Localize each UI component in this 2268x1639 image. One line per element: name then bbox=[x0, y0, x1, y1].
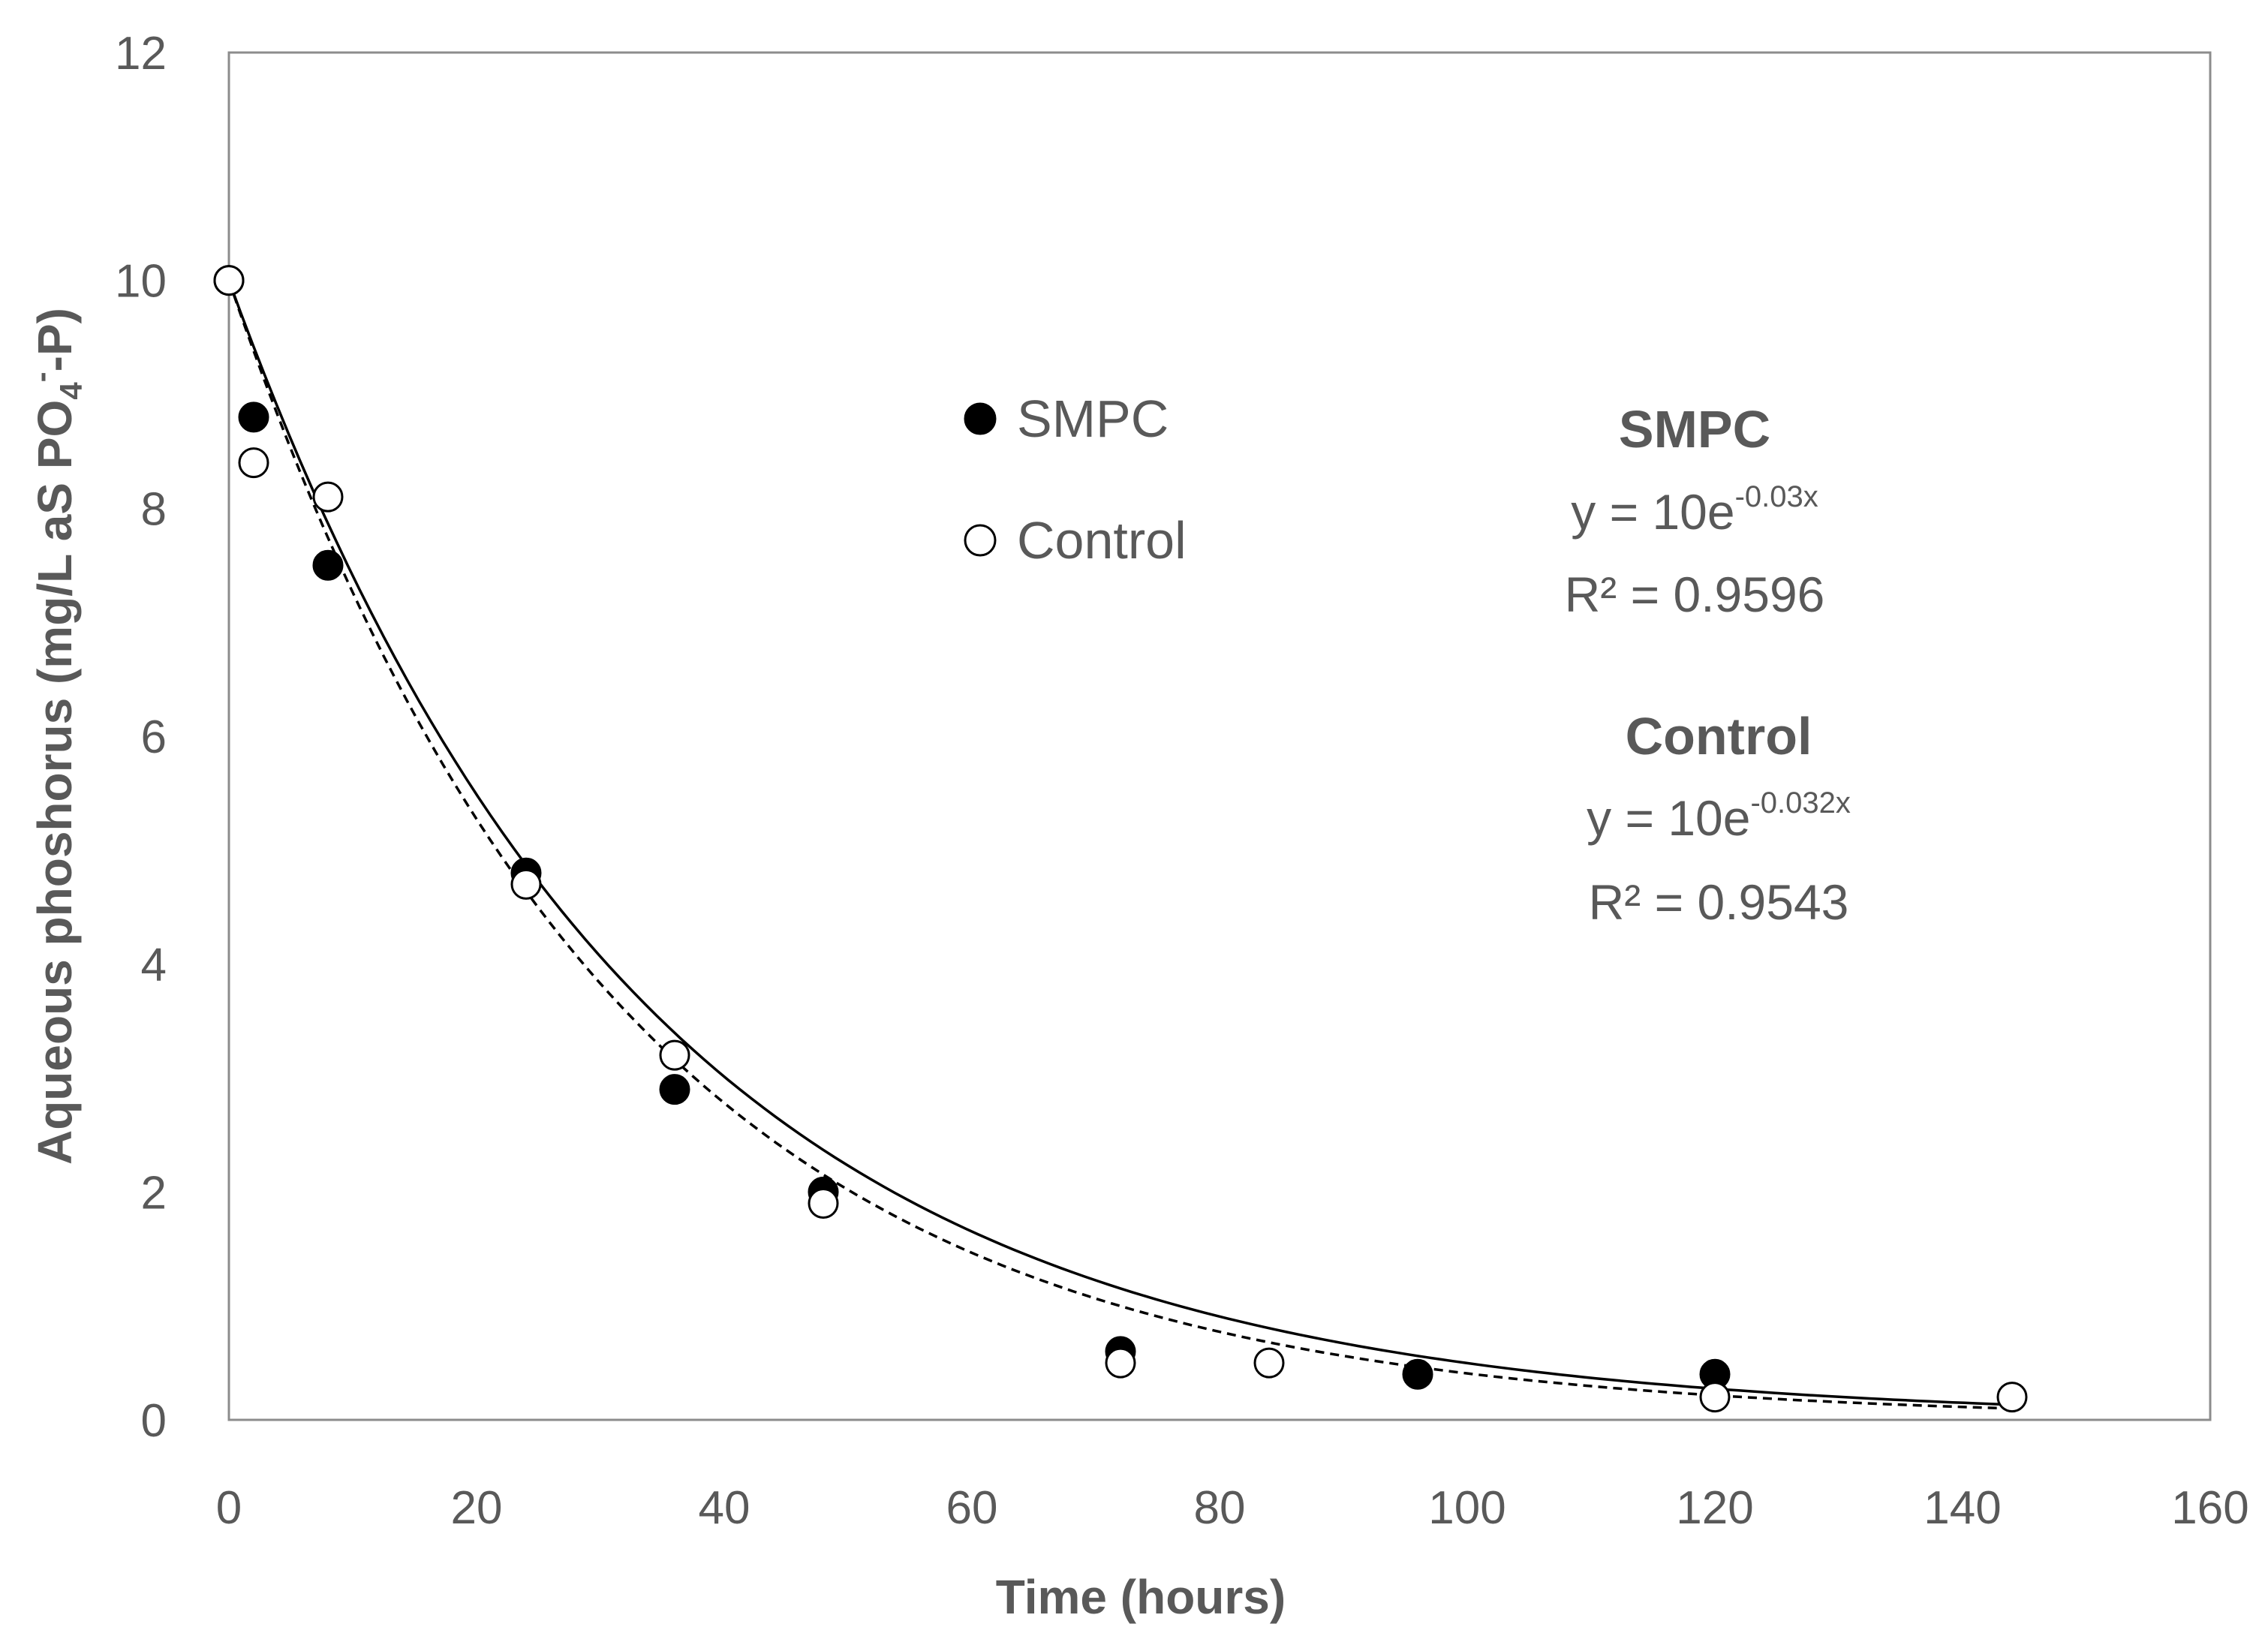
x-tick-label: 20 bbox=[451, 1482, 503, 1534]
annotation-control-equation: y = 10e-0.032x bbox=[1587, 786, 1851, 846]
data-point-control bbox=[808, 1188, 839, 1219]
y-tick-label: 12 bbox=[115, 28, 167, 80]
y-axis-title-superscript: - bbox=[23, 371, 59, 382]
legend: SMPC Control bbox=[964, 389, 1187, 570]
y-tick-label: 0 bbox=[141, 1395, 167, 1447]
data-point-smpc bbox=[1402, 1358, 1433, 1390]
annotation-control: Control y = 10e-0.032x R² = 0.9543 bbox=[1587, 707, 1851, 930]
annotation-control-title: Control bbox=[1626, 707, 1812, 765]
annotation-control-eq-exponent: -0.032x bbox=[1750, 786, 1850, 820]
y-axis-ticks: 0 2 4 6 8 10 12 bbox=[115, 28, 167, 1447]
x-tick-label: 120 bbox=[1676, 1482, 1753, 1534]
annotation-smpc-eq-prefix: y = 10e bbox=[1571, 484, 1734, 540]
data-point-control bbox=[659, 1039, 690, 1071]
x-axis-title: Time (hours) bbox=[996, 1570, 1286, 1624]
annotation-control-eq-prefix: y = 10e bbox=[1587, 790, 1750, 846]
y-axis-title-main: Aqueous phoshorus (mg/L aS PO bbox=[28, 400, 82, 1165]
plot-frame bbox=[227, 51, 2212, 1421]
x-tick-label: 60 bbox=[946, 1482, 998, 1534]
annotation-control-r2: R² = 0.9543 bbox=[1589, 874, 1849, 930]
y-tick-label: 6 bbox=[141, 711, 167, 763]
annotation-smpc-eq-exponent: -0.03x bbox=[1735, 480, 1818, 513]
data-point-smpc bbox=[659, 1074, 690, 1105]
data-point-smpc bbox=[312, 549, 344, 581]
data-point-control bbox=[1253, 1347, 1285, 1379]
annotation-smpc-r2: R² = 0.9596 bbox=[1565, 567, 1825, 622]
y-tick-label: 10 bbox=[115, 256, 167, 308]
x-tick-label: 0 bbox=[216, 1482, 242, 1534]
y-tick-label: 8 bbox=[141, 483, 167, 535]
x-tick-label: 100 bbox=[1428, 1482, 1505, 1534]
data-point-control bbox=[312, 481, 344, 513]
legend-marker-smpc bbox=[964, 402, 997, 435]
annotation-smpc-title: SMPC bbox=[1619, 400, 1770, 459]
y-tick-label: 4 bbox=[141, 940, 167, 991]
legend-marker-control bbox=[964, 524, 997, 557]
data-point-smpc bbox=[238, 401, 269, 433]
x-axis-ticks: 0 20 40 60 80 100 120 140 160 bbox=[216, 1482, 2249, 1534]
data-point-control bbox=[1105, 1347, 1136, 1379]
y-axis-title-tail: -P) bbox=[28, 308, 82, 371]
data-point-control bbox=[1996, 1382, 2028, 1413]
data-point-control bbox=[1699, 1382, 1731, 1413]
legend-label-control: Control bbox=[1017, 511, 1187, 570]
y-axis-title: Aqueous phoshorus (mg/L aS PO4--P) bbox=[23, 308, 89, 1165]
annotation-smpc: SMPC y = 10e-0.03x R² = 0.9596 bbox=[1565, 400, 1825, 622]
data-point-control bbox=[510, 868, 542, 900]
data-point-control bbox=[213, 265, 245, 296]
y-axis-title-subscript: 4 bbox=[53, 382, 89, 400]
x-tick-label: 140 bbox=[1924, 1482, 2001, 1534]
y-tick-label: 2 bbox=[141, 1167, 167, 1219]
data-point-control bbox=[238, 447, 269, 479]
legend-label-smpc: SMPC bbox=[1017, 389, 1169, 448]
data-points bbox=[213, 265, 2028, 1413]
x-tick-label: 160 bbox=[2171, 1482, 2248, 1534]
x-tick-label: 80 bbox=[1194, 1482, 1246, 1534]
x-tick-label: 40 bbox=[699, 1482, 750, 1534]
annotation-smpc-equation: y = 10e-0.03x bbox=[1571, 480, 1818, 540]
